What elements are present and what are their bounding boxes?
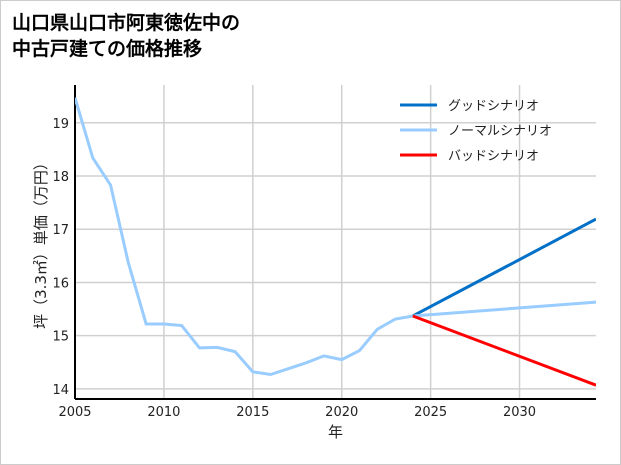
title-line-1: 山口県山口市阿東徳佐中の [12,12,241,34]
y-tick-label: 15 [52,330,69,345]
history-line [75,97,414,377]
x-tick-label: 2015 [236,405,269,420]
chart-title: 山口県山口市阿東徳佐中の 中古戸建ての価格推移 [12,10,240,62]
legend-label-2: バッドシナリオ [448,149,539,164]
x-tick-label: 2030 [503,405,536,420]
y-tick-label: 19 [52,117,69,132]
y-tick-label: 14 [52,383,69,398]
x-tick-label: 2005 [58,405,91,420]
legend-label-0: グッドシナリオ [448,99,539,114]
y-tick-label: 16 [52,276,69,291]
y-axis-label: 坪（3.3㎡）単価（万円） [32,155,50,329]
y-tick-label: 18 [52,170,69,185]
series-line-1 [412,300,596,318]
title-line-2: 中古戸建ての価格推移 [12,38,203,60]
series-line-0 [412,217,596,318]
x-axis-label: 年 [328,423,343,441]
x-tick-label: 2020 [325,405,358,420]
x-tick-label: 2010 [147,405,180,420]
y-tick-label: 17 [52,223,69,238]
legend-label-1: ノーマルシナリオ [448,124,552,139]
series-line-2 [412,314,596,387]
x-tick-label: 2025 [414,405,447,420]
